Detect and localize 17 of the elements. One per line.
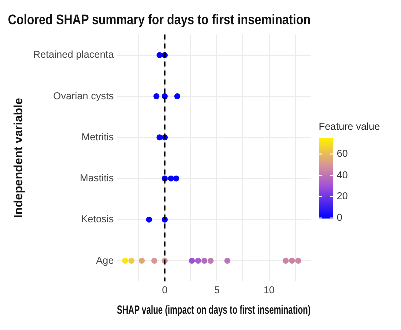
x-tick-label: 5 bbox=[214, 285, 220, 296]
x-tick-label: 0 bbox=[162, 285, 168, 296]
y-tick-label: Mastitis bbox=[80, 174, 114, 185]
x-axis-title: SHAP value (impact on days to first insemination) bbox=[117, 304, 311, 318]
x-tick-label: 10 bbox=[264, 285, 276, 296]
color-bar-label: 20 bbox=[337, 192, 349, 203]
y-tick-label: Ketosis bbox=[81, 214, 114, 226]
y-tick-label: Retained placenta bbox=[33, 50, 114, 62]
color-bar-label: 0 bbox=[337, 212, 343, 224]
color-bar-label: 40 bbox=[337, 170, 349, 182]
y-axis-title: Independent variable bbox=[12, 98, 26, 218]
color-bar-label: 60 bbox=[337, 148, 349, 160]
legend-title: Feature value bbox=[319, 122, 381, 133]
y-tick-label: Age bbox=[96, 256, 114, 267]
chart-title: Colored SHAP summary for days to first insemination bbox=[8, 11, 311, 28]
y-tick-label: Ovarian cysts bbox=[53, 91, 114, 102]
y-tick-label: Metritis bbox=[82, 132, 114, 144]
